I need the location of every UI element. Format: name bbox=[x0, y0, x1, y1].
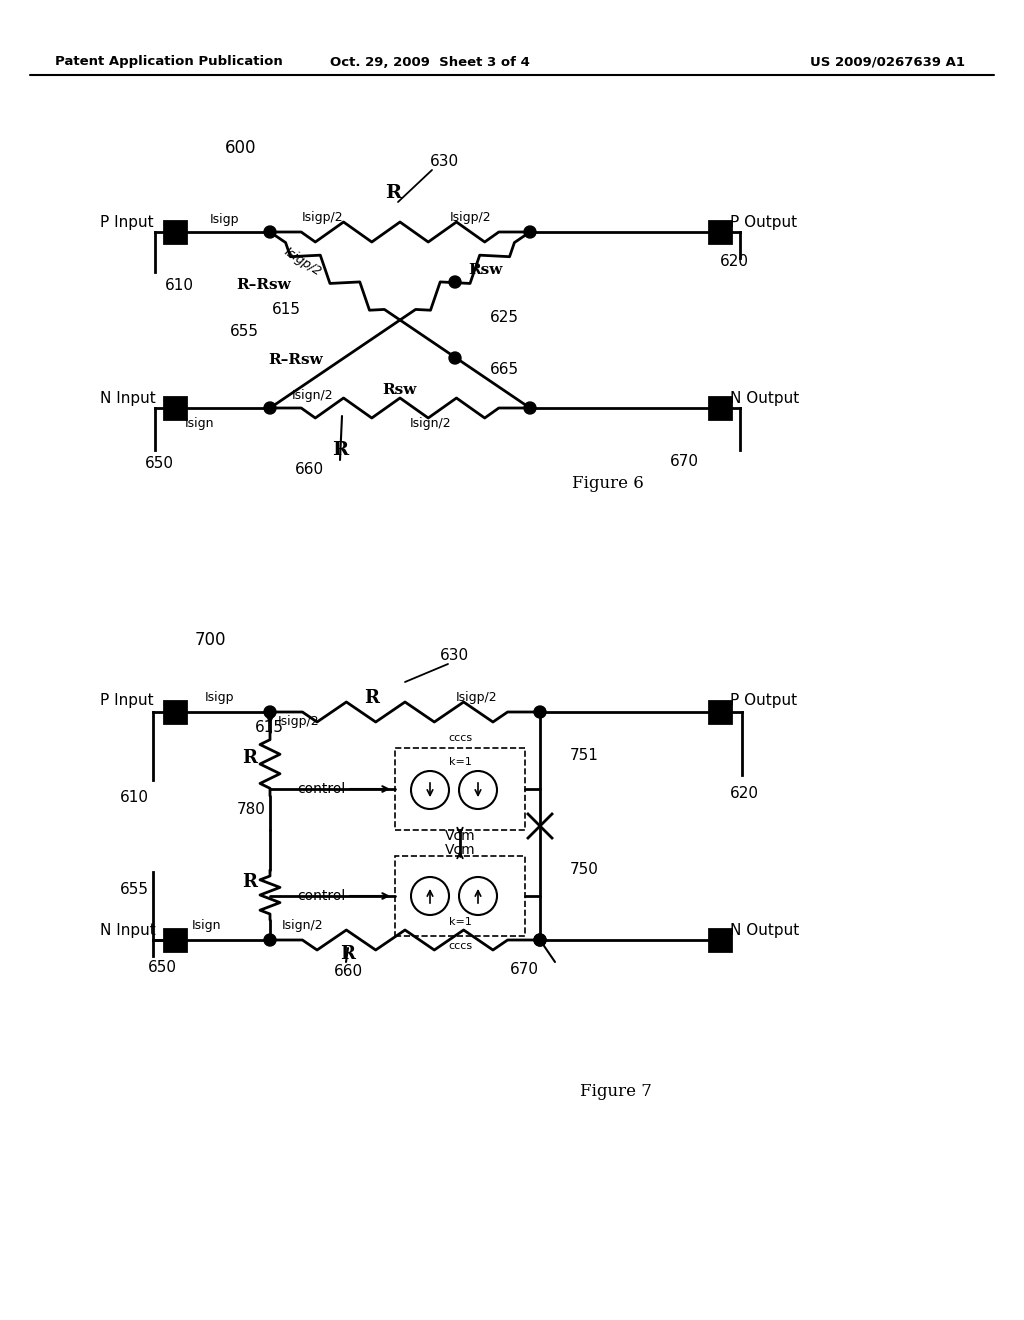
Text: Figure 6: Figure 6 bbox=[572, 474, 644, 491]
Circle shape bbox=[534, 935, 546, 946]
Text: Isigp: Isigp bbox=[205, 692, 234, 705]
Text: Isign: Isign bbox=[185, 417, 214, 429]
Text: 610: 610 bbox=[120, 791, 150, 805]
Text: Oct. 29, 2009  Sheet 3 of 4: Oct. 29, 2009 Sheet 3 of 4 bbox=[330, 55, 530, 69]
Circle shape bbox=[449, 276, 461, 288]
Circle shape bbox=[534, 935, 546, 946]
Text: 650: 650 bbox=[148, 961, 177, 975]
Text: 620: 620 bbox=[730, 785, 759, 800]
Circle shape bbox=[411, 771, 449, 809]
Circle shape bbox=[264, 226, 276, 238]
Circle shape bbox=[264, 403, 276, 414]
Text: k=1: k=1 bbox=[449, 756, 471, 767]
Text: R–Rsw: R–Rsw bbox=[268, 352, 323, 367]
Text: 665: 665 bbox=[490, 363, 519, 378]
Text: Figure 7: Figure 7 bbox=[580, 1084, 652, 1101]
Bar bbox=[164, 701, 186, 723]
Text: 620: 620 bbox=[720, 255, 749, 269]
Text: P Output: P Output bbox=[730, 693, 797, 708]
Text: Isigp/2: Isigp/2 bbox=[282, 246, 324, 279]
Text: P Output: P Output bbox=[730, 214, 797, 230]
Text: 625: 625 bbox=[490, 309, 519, 325]
Bar bbox=[164, 397, 186, 418]
Bar bbox=[709, 701, 731, 723]
Text: 750: 750 bbox=[570, 862, 599, 878]
Text: N Input: N Input bbox=[100, 391, 156, 405]
Text: 655: 655 bbox=[120, 883, 150, 898]
Text: Rsw: Rsw bbox=[382, 383, 417, 397]
Bar bbox=[709, 929, 731, 950]
Text: 615: 615 bbox=[255, 721, 284, 735]
Circle shape bbox=[524, 403, 536, 414]
Text: Patent Application Publication: Patent Application Publication bbox=[55, 55, 283, 69]
Text: 780: 780 bbox=[237, 803, 266, 817]
Bar bbox=[164, 929, 186, 950]
Circle shape bbox=[459, 771, 497, 809]
Circle shape bbox=[534, 706, 546, 718]
Text: 600: 600 bbox=[225, 139, 256, 157]
Text: Vcm: Vcm bbox=[444, 829, 475, 843]
Text: Isigp/2: Isigp/2 bbox=[456, 692, 498, 705]
Bar bbox=[709, 220, 731, 243]
Text: cccs: cccs bbox=[447, 941, 472, 950]
Text: 650: 650 bbox=[145, 455, 174, 470]
Text: 670: 670 bbox=[670, 454, 699, 470]
Text: R: R bbox=[365, 689, 380, 708]
Text: Isigp/2: Isigp/2 bbox=[302, 211, 344, 224]
Text: R: R bbox=[341, 945, 355, 964]
Text: cccs: cccs bbox=[447, 733, 472, 743]
Text: N Output: N Output bbox=[730, 923, 800, 937]
Text: 615: 615 bbox=[272, 302, 301, 318]
Text: 655: 655 bbox=[230, 325, 259, 339]
Text: 670: 670 bbox=[510, 962, 539, 978]
Circle shape bbox=[449, 352, 461, 364]
Text: R: R bbox=[385, 183, 401, 202]
Text: 700: 700 bbox=[195, 631, 226, 649]
Text: R: R bbox=[332, 441, 348, 459]
Text: Isign/2: Isign/2 bbox=[282, 920, 324, 932]
Text: control: control bbox=[297, 781, 345, 796]
Text: 610: 610 bbox=[165, 277, 194, 293]
Text: P Input: P Input bbox=[100, 693, 154, 708]
Bar bbox=[709, 397, 731, 418]
Text: Isign/2: Isign/2 bbox=[410, 417, 452, 429]
Text: Isigp: Isigp bbox=[210, 214, 240, 227]
Text: Isign: Isign bbox=[193, 920, 221, 932]
Bar bbox=[395, 748, 525, 830]
Text: US 2009/0267639 A1: US 2009/0267639 A1 bbox=[810, 55, 965, 69]
Text: 660: 660 bbox=[334, 965, 364, 979]
Text: 751: 751 bbox=[570, 747, 599, 763]
Text: R: R bbox=[243, 873, 257, 891]
Circle shape bbox=[264, 706, 276, 718]
Bar bbox=[395, 855, 525, 936]
Text: 660: 660 bbox=[295, 462, 325, 478]
Text: R–Rsw: R–Rsw bbox=[236, 279, 291, 292]
Text: P Input: P Input bbox=[100, 214, 154, 230]
Text: control: control bbox=[297, 888, 345, 903]
Circle shape bbox=[524, 226, 536, 238]
Circle shape bbox=[459, 876, 497, 915]
Text: Isigp/2: Isigp/2 bbox=[278, 715, 319, 729]
Circle shape bbox=[264, 935, 276, 946]
Text: N Output: N Output bbox=[730, 391, 800, 405]
Text: Vcm: Vcm bbox=[444, 843, 475, 857]
Text: 630: 630 bbox=[430, 154, 459, 169]
Text: R: R bbox=[243, 748, 257, 767]
Circle shape bbox=[411, 876, 449, 915]
Text: Isigp/2: Isigp/2 bbox=[450, 211, 492, 224]
Bar bbox=[164, 220, 186, 243]
Text: Rsw: Rsw bbox=[468, 263, 503, 277]
Text: k=1: k=1 bbox=[449, 917, 471, 927]
Text: 630: 630 bbox=[440, 648, 469, 663]
Text: Isign/2: Isign/2 bbox=[292, 388, 334, 401]
Text: N Input: N Input bbox=[100, 923, 156, 937]
